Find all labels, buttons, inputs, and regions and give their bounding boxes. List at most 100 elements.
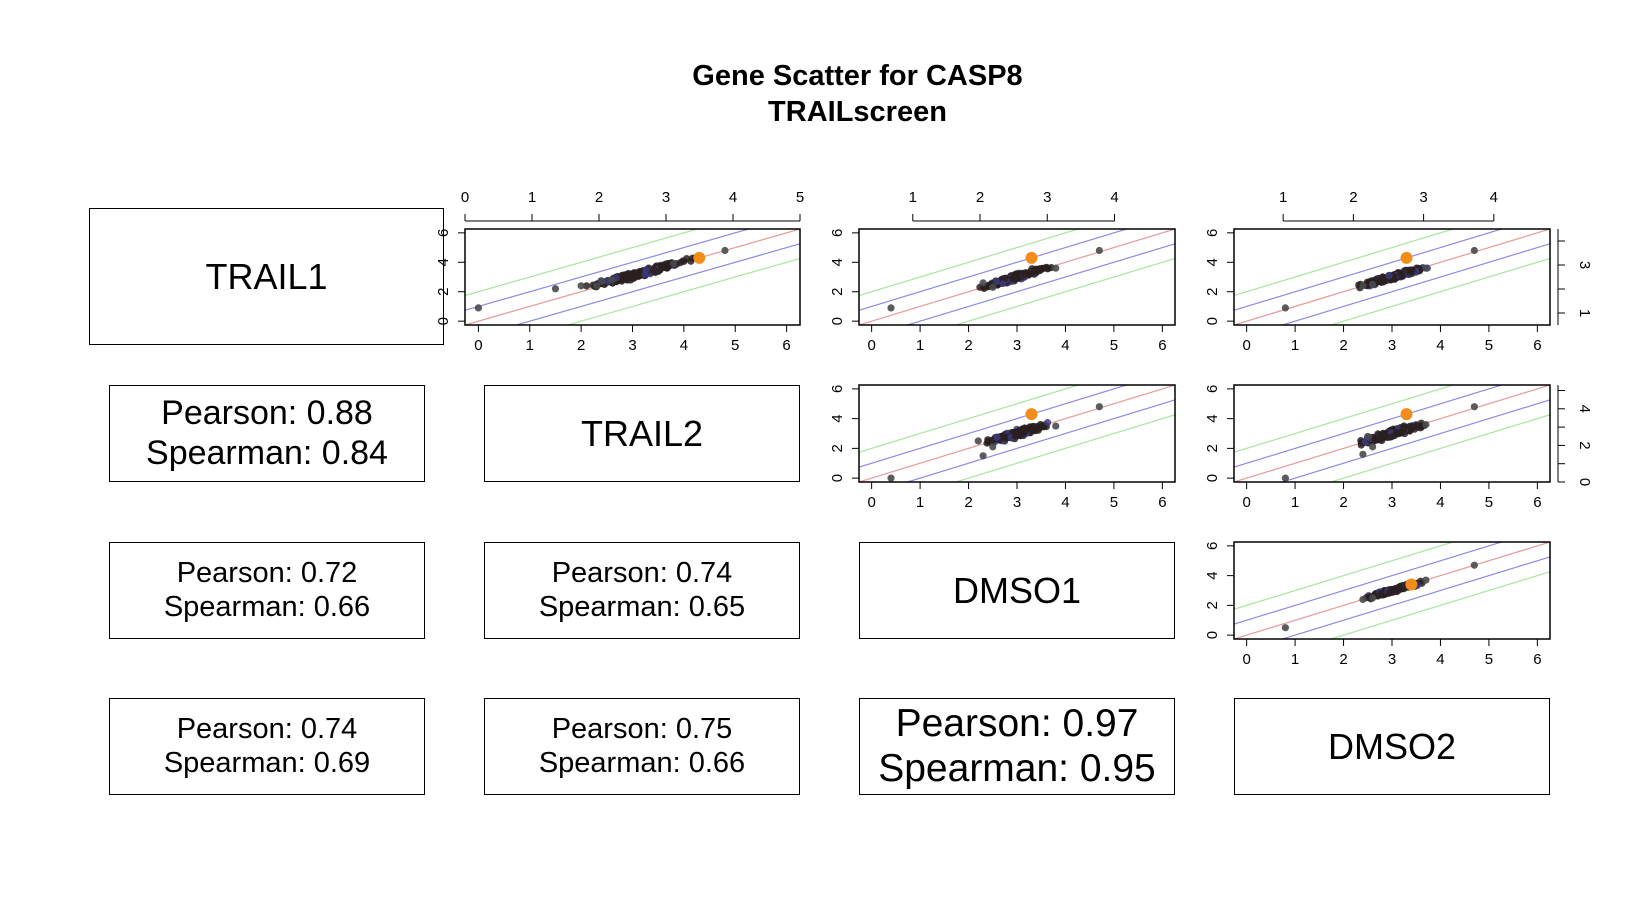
data-point: [1397, 269, 1405, 278]
data-point: [989, 283, 997, 291]
y-tick-label: 4: [1204, 414, 1221, 422]
y-tick-label: 0: [1204, 474, 1221, 482]
x-tick-label: 3: [628, 337, 636, 354]
top-tick-label: 4: [1490, 189, 1498, 206]
y-tick-label: 0: [829, 474, 846, 482]
data-point: [1392, 430, 1400, 438]
x-tick-label: 1: [916, 337, 924, 354]
highlight-point: [1405, 578, 1418, 591]
data-point: [1281, 304, 1290, 312]
scatter-panel-r1c4: 0 1 2 3 4 5 6 0 2 4 6 1 2 3 4 1 3: [1204, 189, 1593, 354]
sample-name: TRAIL1: [205, 255, 328, 297]
correlation-box-trail2-dmso1: Pearson: 0.74 Spearman: 0.65: [484, 542, 800, 639]
outer-band-line: [465, 229, 700, 297]
data-point: [1029, 267, 1037, 276]
scatter-panel-r1c2: 0 1 2 3 4 5 6 0 2 4 6 0 1 2 3 4 5: [435, 189, 804, 354]
data-point: [551, 285, 560, 293]
x-tick-label: 0: [1242, 651, 1250, 668]
data-point: [887, 304, 895, 312]
spearman-value: Spearman: 0.95: [878, 746, 1156, 790]
inner-band-line: [859, 229, 1129, 311]
x-tick-label: 5: [1110, 494, 1118, 511]
outer-band-line: [1328, 257, 1550, 325]
x-tick-label: 0: [867, 494, 875, 511]
data-point: [979, 452, 987, 460]
data-point: [1470, 403, 1478, 411]
chart-title: Gene Scatter for CASP8: [692, 60, 1023, 92]
highlight-point: [693, 251, 706, 264]
data-point: [1470, 561, 1478, 569]
data-point: [1364, 432, 1372, 441]
outer-band-line: [953, 414, 1175, 482]
x-tick-label: 3: [1388, 494, 1396, 511]
sample-label-trail2: TRAIL2: [484, 385, 800, 482]
data-point: [634, 270, 642, 278]
data-point: [592, 282, 601, 290]
panel-plot-area: [465, 229, 800, 325]
sample-label-dmso2: DMSO2: [1234, 698, 1550, 795]
correlation-box-trail2-dmso2: Pearson: 0.75 Spearman: 0.66: [484, 698, 800, 795]
panel-plot-area: [1234, 542, 1550, 639]
top-tick-label: 1: [528, 189, 536, 206]
data-point: [608, 276, 616, 284]
top-tick-label: 1: [909, 189, 917, 206]
sample-name: DMSO2: [1327, 725, 1457, 767]
x-tick-label: 4: [1061, 494, 1069, 511]
spearman-value: Spearman: 0.84: [146, 433, 388, 472]
top-tick-label: 4: [1110, 189, 1118, 206]
x-tick-label: 0: [1242, 337, 1250, 354]
outer-band-line: [859, 229, 1081, 297]
outer-band-line: [1328, 571, 1550, 639]
data-point: [1281, 624, 1290, 632]
sample-name: DMSO1: [952, 569, 1082, 611]
y-tick-label: 4: [1204, 571, 1221, 579]
data-point: [669, 260, 678, 268]
x-tick-label: 4: [1061, 337, 1069, 354]
y-tick-label: 6: [829, 229, 846, 237]
data-point: [1044, 419, 1052, 427]
panel-plot-area: [1234, 385, 1550, 482]
data-point: [974, 437, 982, 445]
x-tick-label: 4: [1436, 337, 1444, 354]
top-tick-label: 0: [461, 189, 469, 206]
x-tick-label: 5: [731, 337, 739, 354]
highlight-point: [1025, 408, 1038, 421]
data-point: [1385, 272, 1393, 280]
data-point: [582, 282, 591, 290]
data-point: [1001, 274, 1009, 282]
highlight-point: [1400, 251, 1413, 264]
data-point: [1369, 443, 1377, 451]
top-tick-label: 3: [662, 189, 670, 206]
y-tick-label: 2: [1204, 288, 1221, 296]
right-tick-label: 1: [1576, 309, 1593, 317]
x-tick-label: 2: [964, 337, 972, 354]
correlation-box-trail1-dmso2: Pearson: 0.74 Spearman: 0.69: [109, 698, 425, 795]
scatter-panel-r1c3: 0 1 2 3 4 5 6 0 2 4 6 1 2 3 4: [829, 189, 1176, 354]
pearson-value: Pearson: 0.88: [161, 394, 373, 433]
data-point: [721, 246, 729, 255]
right-tick-label: 2: [1576, 441, 1593, 449]
highlight-point: [1400, 408, 1413, 421]
highlight-point: [1025, 251, 1038, 264]
x-tick-label: 6: [1158, 337, 1166, 354]
data-point: [1038, 264, 1047, 272]
top-tick-label: 1: [1279, 189, 1287, 206]
spearman-value: Spearman: 0.66: [538, 746, 746, 779]
inner-band-line: [1280, 556, 1550, 639]
data-point: [1009, 275, 1018, 283]
x-tick-label: 1: [1291, 494, 1299, 511]
y-tick-label: 4: [1204, 258, 1221, 266]
panel-plot-area: [1234, 229, 1550, 325]
outer-band-line: [565, 257, 800, 325]
x-tick-label: 0: [867, 337, 875, 354]
top-tick-label: 2: [976, 189, 984, 206]
outer-band-line: [859, 385, 1081, 453]
right-tick-label: 4: [1576, 405, 1593, 413]
correlation-box-trail1-trail2: Pearson: 0.88 Spearman: 0.84: [109, 385, 425, 482]
sample-label-trail1: TRAIL1: [89, 208, 444, 345]
y-tick-label: 6: [1204, 229, 1221, 237]
pearson-value: Pearson: 0.72: [176, 557, 358, 590]
inner-band-line: [859, 385, 1129, 468]
y-tick-label: 6: [1204, 385, 1221, 393]
y-tick-label: 6: [1204, 542, 1221, 550]
